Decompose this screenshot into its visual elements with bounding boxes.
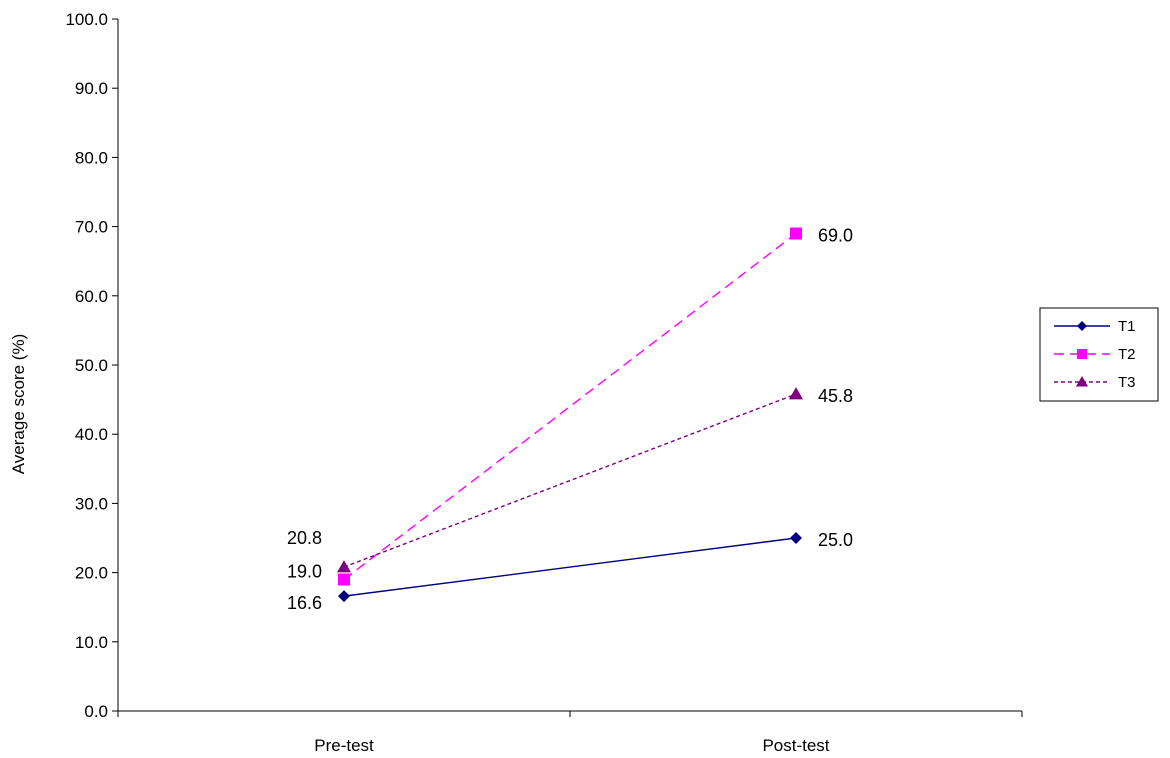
x-tick-label: Pre-test <box>314 736 374 755</box>
series-T2: 19.0 69.0 <box>287 226 853 586</box>
data-point-T1 <box>790 532 802 544</box>
data-label-T2: 19.0 <box>287 562 322 582</box>
data-label-T1: 16.6 <box>287 593 322 613</box>
legend-marker-T3 <box>1076 376 1088 387</box>
legend-marker-T1 <box>1077 321 1087 331</box>
y-axis: 0.0 10.0 20.0 30.0 40.0 50.0 60.0 70.0 80.0 90.0 1… <box>65 10 119 721</box>
y-tick-label: 20.0 <box>75 564 108 583</box>
series-T3: 20.8 45.8 <box>287 386 853 573</box>
y-tick-label: 90.0 <box>75 79 108 98</box>
legend-marker-T2 <box>1077 349 1087 359</box>
legend-label-T3: T3 <box>1118 374 1136 391</box>
y-tick-label: 30.0 <box>75 494 108 513</box>
y-tick-label: 70.0 <box>75 218 108 237</box>
data-point-T3 <box>789 387 803 400</box>
y-tick-label: 50.0 <box>75 356 108 375</box>
y-tick-label: 80.0 <box>75 148 108 167</box>
y-tick-label: 10.0 <box>75 633 108 652</box>
y-tick-label: 100.0 <box>65 10 108 29</box>
series-T1: 16.6 25.0 <box>287 530 853 613</box>
data-point-T3 <box>337 560 351 573</box>
legend-label-T1: T1 <box>1118 318 1136 335</box>
data-label-T2: 69.0 <box>818 226 853 246</box>
series-line-T1 <box>343 537 797 597</box>
x-tick-label: Post-test <box>762 736 829 755</box>
series-line-T2 <box>343 232 797 581</box>
legend: T1 T2 T3 <box>1039 307 1159 402</box>
y-tick-label: 40.0 <box>75 425 108 444</box>
data-point-T2 <box>338 573 350 586</box>
y-tick-label: 0.0 <box>84 702 108 721</box>
x-axis: Pre-test Post-test <box>117 710 1023 755</box>
data-label-T1: 25.0 <box>818 530 853 550</box>
data-point-T2 <box>790 227 802 240</box>
data-point-T1 <box>338 590 350 603</box>
data-label-T3: 20.8 <box>287 528 322 548</box>
y-axis-title: Average score (%) <box>9 334 28 474</box>
data-label-T3: 45.8 <box>818 386 853 406</box>
legend-label-T2: T2 <box>1118 346 1136 363</box>
y-tick-label: 60.0 <box>75 287 108 306</box>
series-line-T3 <box>343 393 797 568</box>
series-layer: 16.6 25.0 19.0 69.0 20.8 45.8 <box>287 226 853 614</box>
